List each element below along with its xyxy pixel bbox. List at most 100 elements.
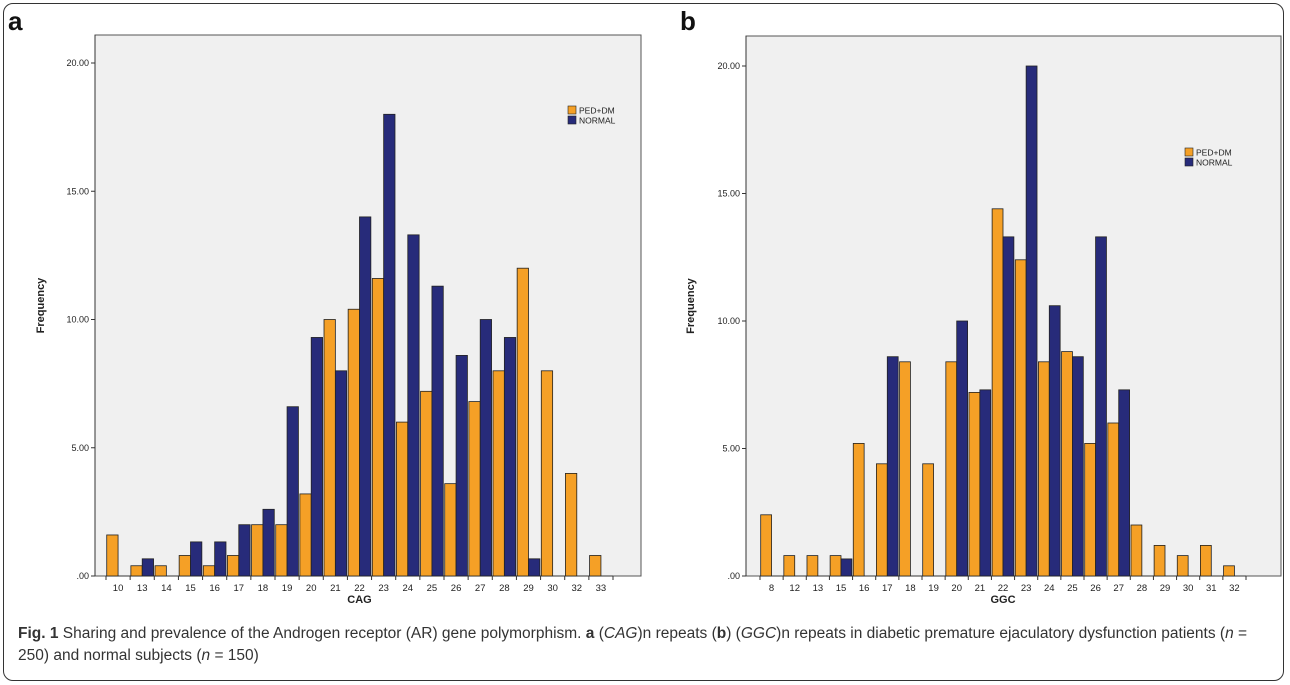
bar-ped-dm-26 xyxy=(444,483,457,577)
panel-label: b xyxy=(680,6,696,36)
y-axis-label: Frequency xyxy=(685,277,697,334)
bar-ped-dm-24 xyxy=(1038,361,1050,577)
x-tick-label: 22 xyxy=(998,583,1009,594)
y-tick-label: .00 xyxy=(727,571,740,581)
caption-panel-b: b xyxy=(716,625,727,642)
x-tick-label: 27 xyxy=(475,583,486,594)
bar-ped-dm-10 xyxy=(106,534,119,577)
bar-normal-25 xyxy=(431,285,444,577)
legend-swatch xyxy=(567,115,577,125)
bar-ped-dm-20 xyxy=(945,361,958,577)
y-tick-label: 15.00 xyxy=(66,186,89,196)
bar-normal-13 xyxy=(141,558,154,577)
y-tick-label: 10.00 xyxy=(717,316,740,326)
bar-ped-dm-17 xyxy=(876,463,888,577)
x-tick-label: 8 xyxy=(769,583,774,594)
x-tick-label: 20 xyxy=(951,583,962,594)
x-tick-label: 32 xyxy=(571,583,582,594)
x-tick-label: 33 xyxy=(596,583,607,594)
legend-label: NORMAL xyxy=(1196,158,1233,168)
x-tick-label: 25 xyxy=(1067,583,1078,594)
bar-ped-dm-21 xyxy=(323,319,336,577)
bar-normal-19 xyxy=(286,406,299,577)
y-tick-label: .00 xyxy=(76,571,89,581)
bar-normal-16 xyxy=(214,541,227,577)
x-tick-label: 13 xyxy=(137,583,148,594)
bar-ped-dm-32 xyxy=(565,472,578,577)
x-tick-label: 12 xyxy=(789,583,800,594)
bar-ped-dm-19 xyxy=(275,524,288,577)
bar-ped-dm-15 xyxy=(178,555,191,577)
x-tick-label: 19 xyxy=(928,583,939,594)
caption-text-3: )n repeats ( xyxy=(637,625,717,642)
bar-normal-26 xyxy=(1095,236,1107,577)
x-tick-label: 23 xyxy=(1021,583,1032,594)
legend-swatch xyxy=(1184,157,1194,167)
bar-normal-20 xyxy=(310,337,323,577)
x-tick-label: 14 xyxy=(161,583,172,594)
bar-normal-22 xyxy=(359,216,372,577)
x-tick-label: 13 xyxy=(813,583,824,594)
bar-ped-dm-17 xyxy=(227,555,240,577)
x-tick-label: 18 xyxy=(905,583,916,594)
bar-ped-dm-12 xyxy=(783,555,796,577)
bar-ped-dm-22 xyxy=(991,208,1004,577)
bar-ped-dm-27 xyxy=(468,401,481,577)
bar-normal-24 xyxy=(1048,305,1061,577)
bar-normal-28 xyxy=(503,337,517,577)
caption-ggc: GGC xyxy=(740,625,777,642)
legend-label: PED+DM xyxy=(579,106,615,116)
caption-n1-val: = 250) and normal subjects ( xyxy=(18,625,1248,664)
bar-normal-18 xyxy=(262,508,275,577)
x-tick-label: 23 xyxy=(378,583,389,594)
x-axis-label: GGC xyxy=(990,594,1015,606)
x-tick-label: 26 xyxy=(1090,583,1101,594)
x-tick-label: 19 xyxy=(282,583,293,594)
x-tick-label: 26 xyxy=(451,583,462,594)
bar-ped-dm-25 xyxy=(1061,351,1073,577)
caption-n1-var: n xyxy=(1225,625,1234,642)
bar-ped-dm-21 xyxy=(968,391,981,577)
x-tick-label: 22 xyxy=(354,583,365,594)
caption-text-4: ) ( xyxy=(726,625,741,642)
x-tick-label: 32 xyxy=(1229,583,1240,594)
x-tick-label: 18 xyxy=(258,583,269,594)
bar-ped-dm-16 xyxy=(202,565,216,577)
caption-panel-a: a xyxy=(585,625,595,642)
x-tick-label: 28 xyxy=(1137,583,1148,594)
bar-normal-27 xyxy=(1118,389,1130,577)
bar-ped-dm-27 xyxy=(1107,422,1120,577)
caption-text-5: )n repeats in diabetic premature ejacula… xyxy=(776,625,1226,642)
bar-normal-17 xyxy=(886,356,899,577)
bar-normal-15 xyxy=(190,541,203,577)
bar-ped-dm-28 xyxy=(492,370,505,577)
x-tick-label: 31 xyxy=(1206,583,1217,594)
bar-normal-23 xyxy=(1025,65,1038,577)
bar-ped-dm-30 xyxy=(1176,555,1189,577)
caption-fig-label: Fig. 1 xyxy=(18,625,59,642)
bar-normal-29 xyxy=(528,558,541,577)
x-tick-label: 30 xyxy=(547,583,558,594)
x-tick-label: 29 xyxy=(523,583,534,594)
bar-ped-dm-30 xyxy=(540,370,554,577)
bar-ped-dm-8 xyxy=(760,514,772,577)
x-tick-label: 29 xyxy=(1160,583,1171,594)
x-tick-label: 15 xyxy=(185,583,196,594)
x-tick-label: 21 xyxy=(330,583,341,594)
bar-ped-dm-19 xyxy=(922,463,934,577)
x-tick-label: 20 xyxy=(306,583,317,594)
caption-text-2: ( xyxy=(594,625,604,642)
y-tick-label: 20.00 xyxy=(66,58,89,68)
x-tick-label: 10 xyxy=(113,583,124,594)
bar-normal-17 xyxy=(238,524,251,577)
bar-ped-dm-26 xyxy=(1084,442,1096,577)
bar-ped-dm-23 xyxy=(371,278,385,577)
bar-ped-dm-16 xyxy=(852,442,865,577)
x-tick-label: 27 xyxy=(1113,583,1124,594)
bar-ped-dm-29 xyxy=(1153,545,1166,577)
bar-ped-dm-33 xyxy=(589,555,602,577)
caption-cag: CAG xyxy=(603,625,638,642)
caption-n2-val: = 150) xyxy=(210,647,259,664)
bar-normal-24 xyxy=(407,234,420,577)
